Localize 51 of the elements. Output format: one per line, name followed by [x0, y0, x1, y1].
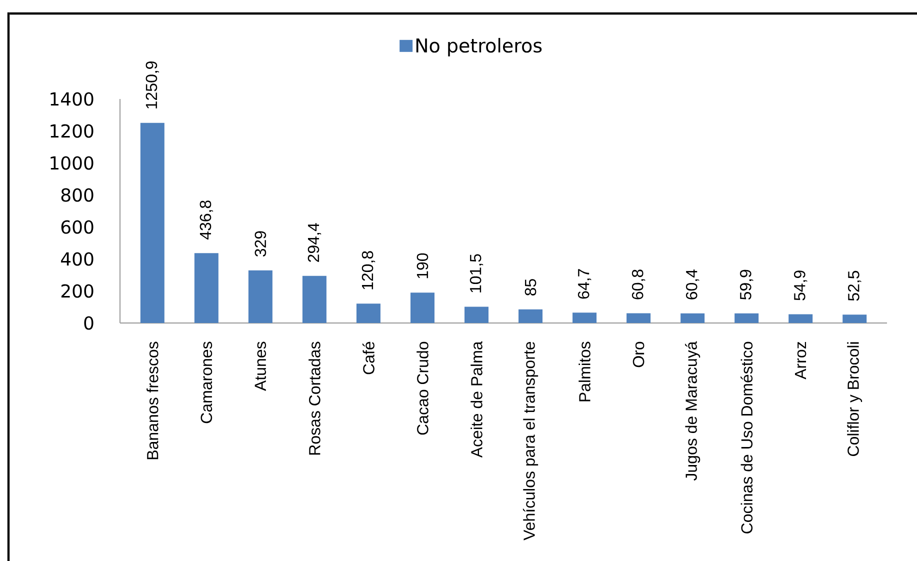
x-tick-label: Oro [632, 342, 644, 368]
x-tick-label: Arroz [794, 342, 806, 380]
data-label: 101,5 [470, 254, 484, 292]
x-tick-label: Bananos frescos [146, 342, 158, 460]
bar [572, 312, 597, 323]
y-tick-label: 1000 [50, 156, 94, 170]
bar [302, 276, 326, 323]
bar [248, 270, 272, 323]
data-label: 54,9 [794, 270, 808, 300]
data-label: 59,9 [740, 270, 754, 300]
x-tick-label: Jugos de Maracuyá [685, 341, 700, 481]
bar [194, 253, 218, 323]
x-tick-label: Aceite de Palma [470, 341, 482, 458]
y-tick-label: 200 [61, 284, 94, 298]
x-tick-label: Coliflor y Brocoli [847, 342, 862, 456]
data-label: 190 [416, 253, 428, 278]
bar [140, 122, 164, 323]
x-tick-label: Café [362, 342, 374, 374]
y-tick-label: 600 [61, 220, 94, 234]
data-label: 1250,9 [146, 61, 160, 108]
bar [356, 304, 380, 323]
data-label: 120,8 [362, 251, 376, 290]
x-tick-label: Cacao Crudo [416, 342, 428, 435]
x-tick-label: Rosas Cortadas [308, 342, 320, 455]
x-tick-label: Camarones [200, 342, 212, 424]
y-tick-label: 1200 [50, 124, 94, 138]
y-tick-label: 0 [84, 316, 94, 330]
data-label: 60,4 [686, 269, 700, 300]
x-tick-label: Palmitos [578, 342, 590, 402]
y-tick-label: 800 [61, 188, 94, 202]
y-tick-label: 400 [61, 252, 94, 266]
bar [788, 314, 813, 323]
bar [518, 309, 543, 323]
x-tick-label: Atunes [254, 342, 266, 391]
data-label: 52,5 [848, 270, 862, 301]
data-label: 64,7 [578, 269, 592, 299]
bar [734, 313, 759, 323]
data-label: 436,8 [200, 200, 214, 240]
data-label: 329 [254, 231, 266, 257]
x-tick-label: Vehículos para el transporte [522, 342, 538, 540]
bar [680, 313, 705, 323]
bar [842, 314, 867, 323]
y-tick-label: 1400 [50, 92, 94, 106]
data-label: 85 [524, 279, 536, 296]
bar [464, 306, 488, 323]
bar [410, 292, 434, 323]
x-tick-label: Cocinas de Uso Doméstico [740, 342, 753, 534]
legend-label: No petroleros [416, 38, 542, 56]
data-label: 60,8 [632, 270, 646, 300]
data-label: 294,4 [308, 223, 322, 262]
bar [626, 313, 651, 323]
